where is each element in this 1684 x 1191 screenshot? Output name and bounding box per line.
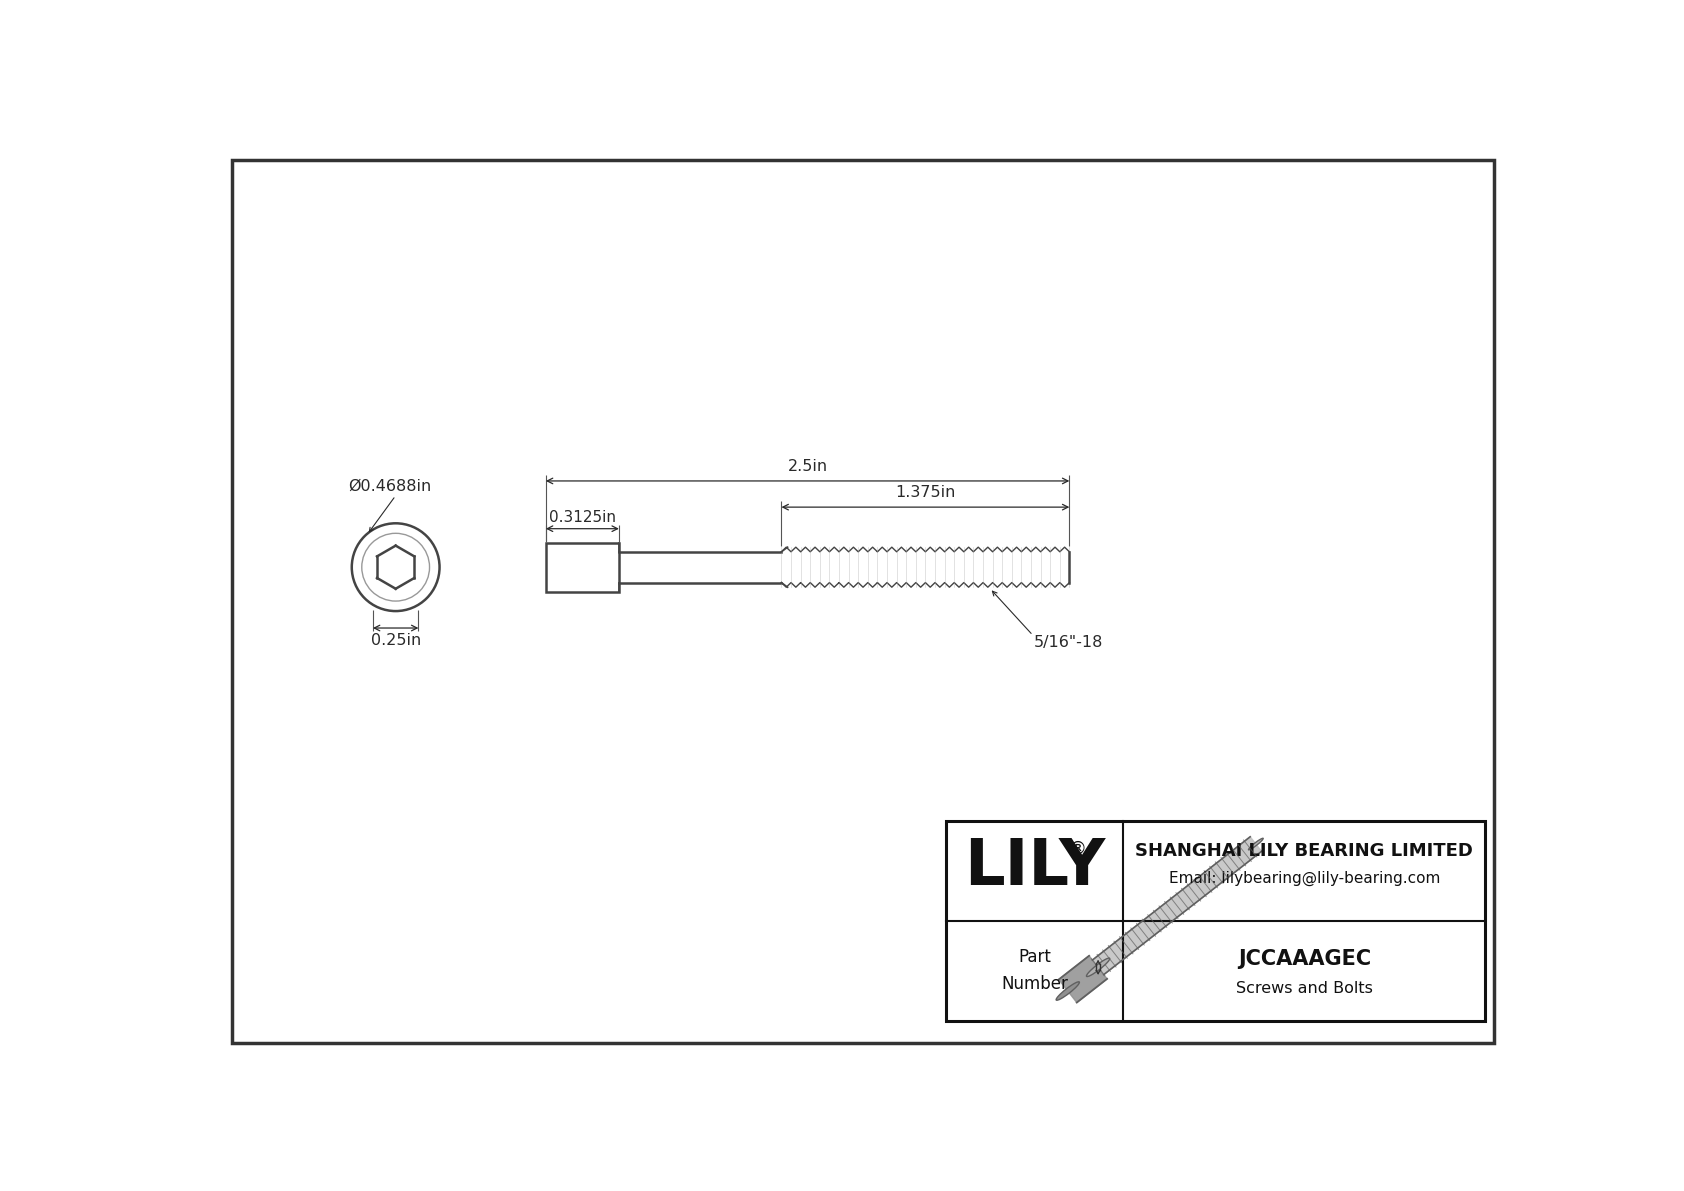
Text: Ø0.4688in: Ø0.4688in — [349, 479, 431, 494]
Polygon shape — [1059, 956, 1106, 1003]
Text: 1.375in: 1.375in — [896, 485, 955, 500]
Bar — [946, 821, 1485, 1021]
Text: Email: lilybearing@lily-bearing.com: Email: lilybearing@lily-bearing.com — [1169, 871, 1440, 886]
Text: 5/16"-18: 5/16"-18 — [1034, 635, 1103, 650]
Text: 0.25in: 0.25in — [370, 632, 421, 648]
Text: SHANGHAI LILY BEARING LIMITED: SHANGHAI LILY BEARING LIMITED — [1135, 842, 1474, 860]
Ellipse shape — [1248, 838, 1263, 850]
Ellipse shape — [1086, 958, 1110, 977]
Polygon shape — [1093, 837, 1261, 974]
Bar — [546, 543, 620, 592]
Text: Part
Number: Part Number — [1002, 948, 1068, 993]
Text: Screws and Bolts: Screws and Bolts — [1236, 981, 1372, 996]
Text: ®: ® — [1069, 840, 1086, 858]
Text: 2.5in: 2.5in — [788, 459, 827, 474]
Ellipse shape — [1056, 981, 1079, 1000]
Text: JCCAAAGEC: JCCAAAGEC — [1238, 949, 1371, 969]
Text: LILY: LILY — [965, 836, 1105, 898]
Text: 0.3125in: 0.3125in — [549, 510, 616, 525]
